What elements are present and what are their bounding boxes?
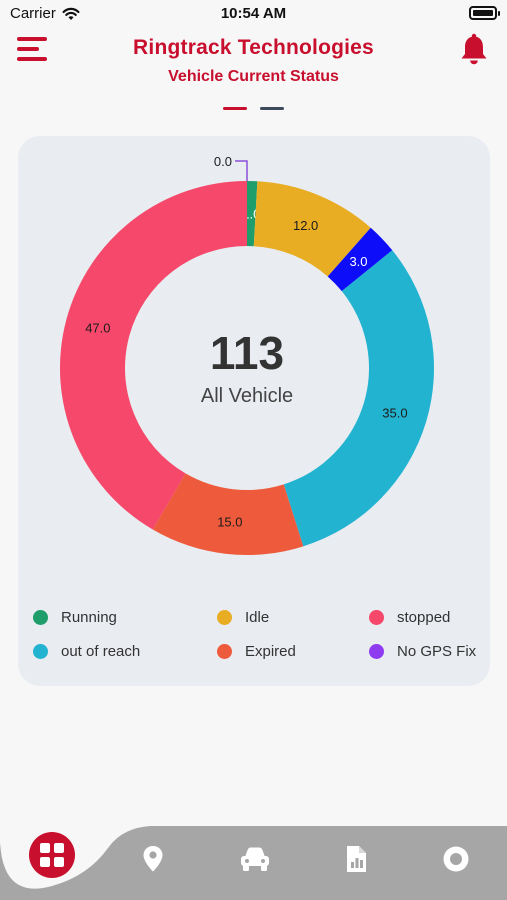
slice-expired[interactable] bbox=[152, 473, 304, 555]
legend-item-idle[interactable]: Idle bbox=[217, 606, 269, 628]
report-icon bbox=[347, 846, 366, 872]
legend-swatch bbox=[217, 609, 232, 625]
slice-label: 15.0 bbox=[217, 515, 242, 530]
vehicle-total-count: 113 bbox=[209, 327, 285, 379]
nav-location-button[interactable] bbox=[138, 844, 168, 874]
legend-item-no-gps-fix[interactable]: No GPS Fix bbox=[369, 640, 476, 662]
slice-no-gps-fix[interactable] bbox=[327, 227, 393, 292]
status-time: 10:54 AM bbox=[220, 5, 287, 22]
legend-label: Running bbox=[61, 608, 117, 626]
wifi-icon bbox=[62, 7, 80, 20]
nav-vehicles-button[interactable] bbox=[238, 844, 272, 874]
vehicle-status-card: 1.0 12.0 3.0 35.0 15.0 47.0 0.0 113 All Vehicl… bbox=[18, 136, 490, 686]
donut-chart: 1.012.03.035.015.047.00.0 bbox=[59, 154, 434, 555]
car-icon bbox=[241, 847, 269, 871]
legend-swatch bbox=[33, 609, 48, 625]
legend-label: No GPS Fix bbox=[397, 642, 477, 660]
map-pin-icon bbox=[143, 846, 163, 872]
notification-bell-icon[interactable] bbox=[459, 32, 489, 66]
legend-swatch bbox=[369, 609, 384, 625]
legend-label: Idle bbox=[245, 608, 270, 626]
legend-item-out-of-reach[interactable]: out of reach bbox=[33, 640, 140, 662]
grid-icon bbox=[40, 843, 64, 867]
slice-idle[interactable] bbox=[253, 181, 371, 277]
slice-label: 35.0 bbox=[382, 405, 407, 420]
slice-label: 3.0 bbox=[349, 254, 367, 269]
page-subtitle: Vehicle Current Status bbox=[168, 68, 339, 85]
page-indicator bbox=[0, 107, 507, 113]
slice-running[interactable] bbox=[247, 181, 258, 247]
zero-callout-line bbox=[235, 160, 248, 181]
slice-label: 12.0 bbox=[293, 218, 318, 233]
slice-label: 47.0 bbox=[85, 321, 110, 336]
legend-item-stopped[interactable]: stopped bbox=[369, 606, 450, 628]
vehicle-total-label: All Vehicle bbox=[200, 385, 294, 407]
page-dot-2[interactable] bbox=[260, 107, 284, 110]
carrier-name: Carrier bbox=[10, 5, 56, 22]
battery-icon bbox=[469, 6, 500, 20]
slice-out-of-reach[interactable] bbox=[283, 250, 434, 547]
legend-item-running[interactable]: Running bbox=[33, 606, 117, 628]
legend-swatch bbox=[217, 643, 232, 659]
menu-icon[interactable] bbox=[17, 34, 51, 64]
carrier-info: Carrier bbox=[10, 5, 80, 22]
page-dot-1[interactable] bbox=[223, 107, 247, 110]
zero-callout-label: 0.0 bbox=[214, 154, 232, 169]
legend-item-expired[interactable]: Expired bbox=[217, 640, 296, 662]
legend-label: stopped bbox=[397, 608, 451, 626]
bottom-nav bbox=[0, 826, 507, 900]
legend-label: Expired bbox=[245, 642, 296, 660]
circle-icon bbox=[443, 846, 469, 872]
nav-dashboard-button[interactable] bbox=[29, 832, 75, 878]
status-bar: Carrier 10:54 AM bbox=[0, 0, 507, 28]
slice-stopped[interactable] bbox=[59, 181, 247, 530]
legend-label: out of reach bbox=[61, 642, 141, 660]
legend-swatch bbox=[33, 643, 48, 659]
nav-settings-button[interactable] bbox=[441, 844, 471, 874]
legend-swatch bbox=[369, 643, 384, 659]
page-title: Ringtrack Technologies bbox=[133, 36, 374, 59]
app-header: Ringtrack Technologies Vehicle Current S… bbox=[0, 30, 507, 100]
nav-reports-button[interactable] bbox=[341, 844, 371, 874]
